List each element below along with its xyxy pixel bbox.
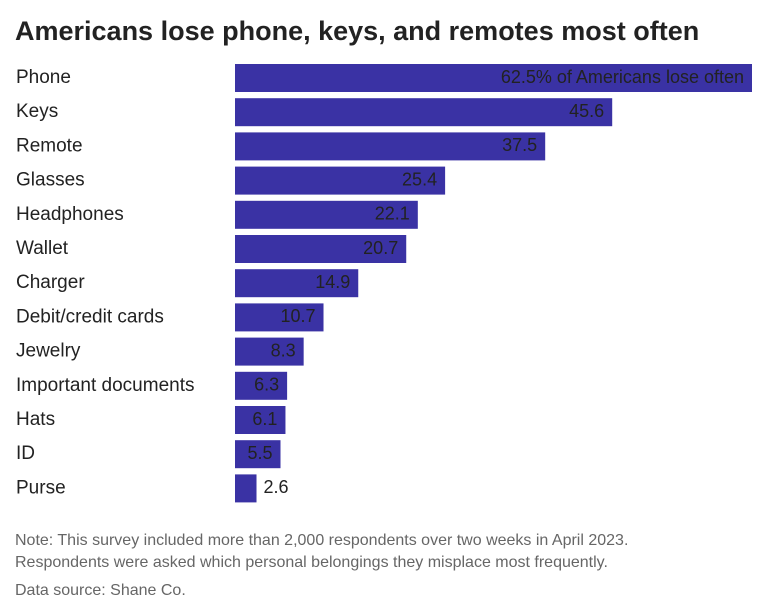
bar [235, 440, 281, 469]
bar [235, 337, 304, 366]
value-label: 5.5 [247, 443, 272, 463]
value-label: 22.1 [375, 204, 410, 224]
bar [235, 406, 286, 434]
bar [235, 200, 418, 229]
value-label: 2.6 [264, 477, 289, 497]
category-label: Headphones [16, 204, 124, 225]
bar [235, 132, 546, 161]
value-label: 14.9 [315, 272, 350, 292]
category-label: Important documents [16, 375, 194, 396]
bar [235, 269, 359, 298]
category-label: Remote [16, 135, 83, 156]
bar [235, 64, 752, 92]
bar [235, 98, 613, 127]
value-label: 62.5% of Americans lose often [501, 67, 744, 87]
bar [235, 371, 288, 400]
note: Respondents were asked which personal be… [15, 554, 608, 571]
value-label: 8.3 [271, 340, 296, 360]
category-label: Purse [16, 477, 66, 498]
bar [235, 474, 257, 503]
value-label: 6.3 [254, 375, 279, 395]
category-label: ID [16, 443, 35, 464]
chart-title: Americans lose phone, keys, and remotes … [15, 16, 699, 46]
value-label: 37.5 [502, 135, 537, 155]
category-label: Phone [16, 67, 71, 88]
source: Data source: Shane Co. [15, 582, 186, 599]
category-label: Debit/credit cards [16, 306, 164, 327]
category-label: Wallet [16, 238, 69, 259]
value-label: 6.1 [252, 409, 277, 429]
category-label: Keys [16, 101, 58, 122]
value-label: 45.6 [569, 101, 604, 121]
category-label: Charger [16, 272, 85, 293]
value-label: 25.4 [402, 169, 437, 189]
bar [235, 303, 324, 332]
bar [235, 166, 446, 195]
category-label: Hats [16, 409, 55, 430]
value-label: 10.7 [280, 306, 315, 326]
category-label: Glasses [16, 170, 85, 191]
value-label: 20.7 [363, 238, 398, 258]
bar [235, 235, 407, 263]
note: Note: This survey included more than 2,0… [15, 532, 628, 549]
category-label: Jewelry [16, 341, 81, 362]
